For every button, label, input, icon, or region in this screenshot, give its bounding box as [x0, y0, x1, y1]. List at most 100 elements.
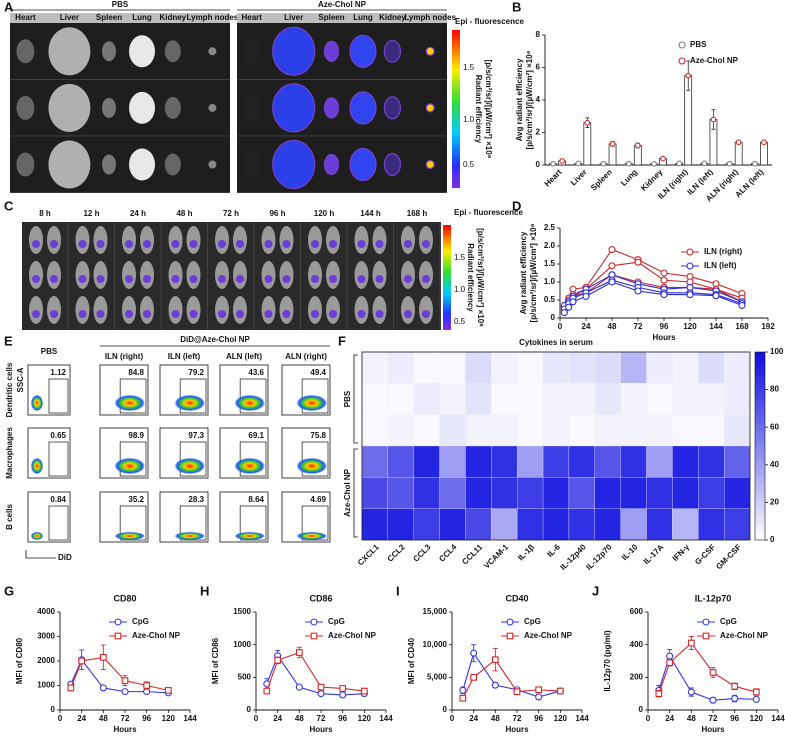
- signal: [264, 240, 273, 248]
- signal: [78, 240, 87, 248]
- row-label: Dendritic cells: [5, 362, 14, 417]
- marker: [600, 160, 607, 167]
- colorbar-tick-label: 1.0: [454, 285, 466, 294]
- organ: [425, 103, 435, 113]
- gate: [239, 505, 267, 541]
- gate-percentage: 0.84: [50, 495, 66, 504]
- marker: [360, 687, 368, 695]
- heat-cell: [698, 351, 725, 384]
- organ-label: Lymph nodes: [187, 13, 239, 22]
- heat-cell: [620, 445, 647, 478]
- marker: [687, 639, 695, 647]
- heat-cell: [646, 508, 673, 541]
- y-axis-label: MFI of CD40: [407, 637, 416, 684]
- marker: [625, 160, 632, 167]
- marker: [735, 139, 742, 146]
- x-tick-label: 24: [582, 322, 591, 331]
- y-axis-label: [p/s/cm²/sr]/[µW/cm²] ×10⁸: [525, 50, 534, 149]
- x-axis-label: Hours: [505, 725, 529, 734]
- column-label: PBS: [41, 347, 58, 356]
- time-label: 8 h: [39, 209, 51, 218]
- marker: [317, 683, 325, 691]
- signal: [329, 310, 337, 318]
- heat-cell: [387, 477, 414, 509]
- heat-cell: [672, 477, 699, 509]
- legend-label: PBS: [690, 40, 707, 49]
- legend-marker: [686, 262, 694, 270]
- signal: [50, 310, 58, 318]
- heat-cell: [361, 445, 389, 478]
- organ: [383, 39, 401, 63]
- heat-cell: [620, 508, 647, 541]
- heat-cell: [465, 383, 492, 415]
- marker: [99, 684, 107, 692]
- organ: [272, 139, 316, 190]
- signal: [236, 310, 244, 318]
- signal: [329, 240, 337, 248]
- heat-cell: [723, 508, 751, 541]
- heat-cell: [517, 445, 544, 478]
- heat-cell: [672, 445, 699, 478]
- series-line: [70, 658, 169, 694]
- organ: [48, 27, 91, 76]
- legend-marker: [310, 618, 318, 626]
- time-label: 168 h: [407, 209, 428, 218]
- gate-percentage: 84.8: [128, 368, 144, 377]
- organ: [242, 152, 261, 177]
- colorbar-tick-label: 1.0: [463, 115, 475, 124]
- flow-blob: [114, 458, 145, 474]
- organ: [164, 153, 181, 176]
- y-tick-label: 2.5: [544, 223, 556, 232]
- heat-cell: [723, 414, 751, 447]
- heat-cell: [568, 414, 595, 447]
- marker: [738, 301, 746, 309]
- marker: [569, 298, 577, 306]
- x-tick-label: 48: [687, 714, 696, 723]
- heat-cell: [439, 383, 466, 415]
- heat-cell: [594, 508, 621, 541]
- signal: [357, 240, 366, 248]
- heat-cell: [646, 414, 673, 447]
- heat-cell: [465, 508, 492, 541]
- heat-cell: [413, 508, 440, 541]
- heat-cell: [542, 477, 570, 509]
- signal: [171, 275, 180, 283]
- gate: [301, 505, 329, 541]
- x-tick-label: 144: [709, 322, 723, 331]
- did-axis-arrows: [25, 550, 56, 559]
- x-tick-label: 192: [761, 322, 775, 331]
- signal: [375, 275, 384, 283]
- x-tick-label: 24: [469, 714, 478, 723]
- marker: [731, 695, 739, 703]
- chart-title: IL-12p70: [695, 593, 732, 603]
- legend-label: ILN (left): [704, 261, 737, 270]
- legend-marker: [310, 632, 318, 640]
- colorbar-tick-label: 80: [770, 385, 779, 394]
- heat-cell: [491, 477, 518, 509]
- series-line: [462, 651, 561, 698]
- organ: [102, 41, 116, 62]
- panel-label: A: [4, 0, 14, 14]
- x-tick-label: 168: [735, 322, 749, 331]
- signal: [171, 240, 180, 248]
- marker: [655, 690, 663, 698]
- marker: [634, 258, 642, 266]
- heat-cell: [387, 445, 414, 478]
- organ-label: Lung: [132, 13, 152, 22]
- x-tick-label: IL-1β: [516, 542, 536, 562]
- organ: [242, 39, 261, 64]
- y-tick-label: 0: [51, 705, 56, 714]
- x-tick-label: 72: [121, 714, 130, 723]
- organ: [349, 34, 377, 68]
- heat-cell: [594, 414, 621, 447]
- organ-label: Liver: [284, 13, 303, 22]
- x-axis-label: Hours: [309, 725, 333, 734]
- row-label: B cells: [5, 504, 14, 530]
- y-tick-label: 500: [238, 672, 252, 681]
- signal: [422, 310, 430, 318]
- heat-cell: [413, 383, 440, 415]
- heat-cell: [542, 351, 570, 384]
- y-tick-label: 0: [247, 705, 252, 714]
- legend-marker: [702, 632, 710, 640]
